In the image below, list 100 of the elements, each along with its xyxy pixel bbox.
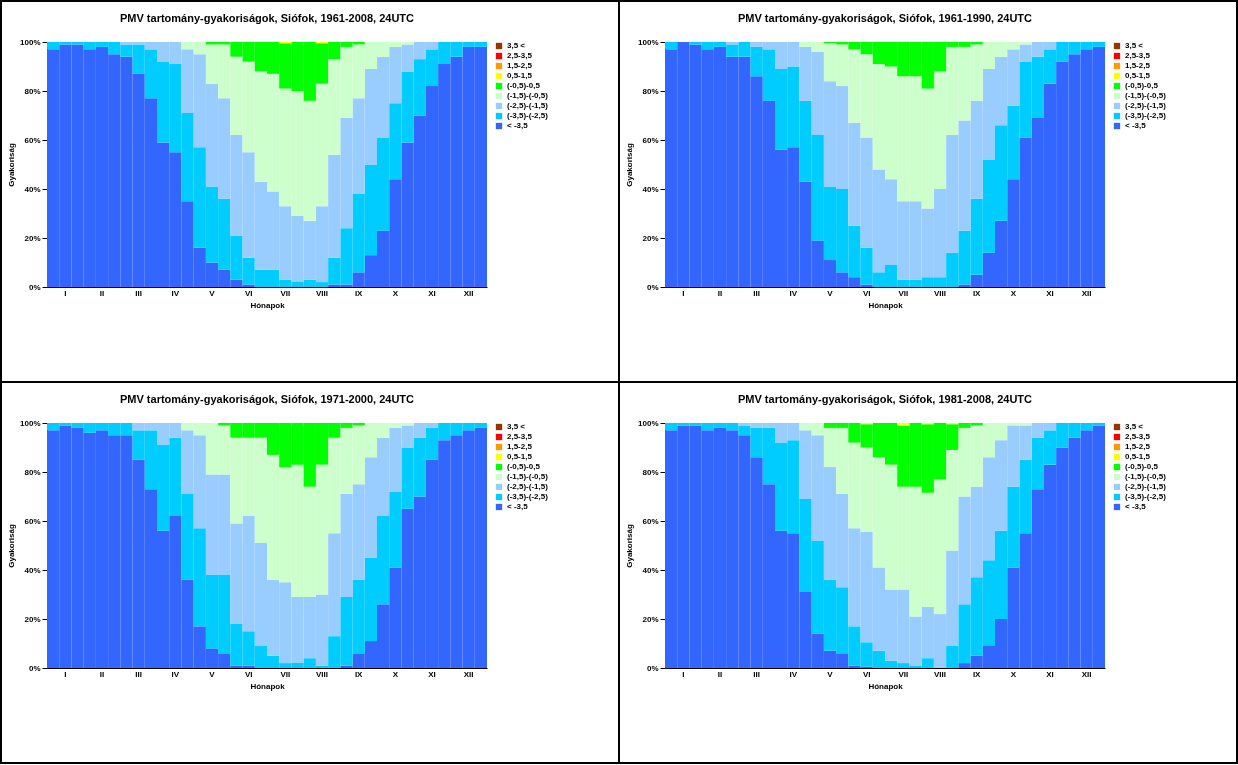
x-tick-label: X [392, 669, 399, 679]
legend-label: 3,5 < [507, 41, 526, 50]
y-tick-label: 0% [28, 663, 41, 673]
x-tick-label: VIII [315, 288, 329, 298]
y-axis-title: Gyakoriság [625, 143, 635, 187]
chart-title: PMV tartomány-gyakoriságok, Siófok, 1981-2008, 24UTC [737, 393, 1033, 405]
x-tick-label: V [209, 288, 216, 298]
x-tick-label: XI [428, 288, 436, 298]
legend-label: 2,5-3,5 [507, 432, 533, 441]
y-tick-label: 0% [646, 663, 659, 673]
x-tick-label: IV [171, 669, 180, 679]
legend-label: 1,5-2,5 [1125, 442, 1151, 451]
x-axis-title: Hónapok [250, 300, 286, 310]
legend-label: (-2,5)-(-1,5) [507, 482, 549, 491]
x-tick-label: V [827, 288, 834, 298]
y-tick-label: 40% [24, 565, 41, 575]
y-axis-title: Gyakoriság [7, 524, 17, 568]
legend-label: 1,5-2,5 [507, 61, 533, 70]
y-axis-title: Gyakoriság [625, 524, 635, 568]
x-tick-label: XII [463, 669, 474, 679]
y-tick-label: 20% [642, 233, 659, 243]
x-tick-label: VIII [933, 669, 947, 679]
legend-label: 3,5 < [1125, 422, 1144, 431]
y-tick-label: 60% [24, 135, 41, 145]
x-tick-label: IX [972, 669, 982, 679]
legend-label: 1,5-2,5 [1125, 61, 1151, 70]
y-tick-label: 80% [24, 86, 41, 96]
x-tick-label: V [209, 669, 216, 679]
x-tick-label: XII [1081, 669, 1092, 679]
legend-label: < -3,5 [1125, 502, 1147, 511]
legend-label: (-0,5)-0,5 [1125, 462, 1159, 471]
legend-label: 0,5-1,5 [1125, 452, 1151, 461]
legend-label: (-0,5)-0,5 [1125, 81, 1159, 90]
x-tick-label: II [717, 669, 723, 679]
y-tick-label: 40% [24, 184, 41, 194]
x-tick-label: I [682, 288, 685, 298]
x-tick-label: IX [972, 288, 982, 298]
legend-label: 2,5-3,5 [1125, 51, 1151, 60]
x-tick-label: III [753, 288, 760, 298]
x-tick-label: I [64, 669, 67, 679]
legend-label: 0,5-1,5 [1125, 71, 1151, 80]
legend-label: < -3,5 [507, 121, 529, 130]
legend-label: (-1,5)-(-0,5) [1125, 472, 1167, 481]
legend-label: (-0,5)-0,5 [507, 462, 541, 471]
legend-label: (-1,5)-(-0,5) [507, 91, 549, 100]
legend-label: (-2,5)-(-1,5) [1125, 482, 1167, 491]
x-tick-label: XI [1046, 288, 1054, 298]
x-tick-label: V [827, 669, 834, 679]
y-tick-label: 80% [642, 86, 659, 96]
legend-label: 3,5 < [1125, 41, 1144, 50]
x-tick-label: X [1010, 669, 1017, 679]
y-tick-label: 100% [20, 418, 41, 428]
y-tick-label: 60% [642, 135, 659, 145]
y-tick-label: 60% [24, 516, 41, 526]
legend-label: 0,5-1,5 [507, 71, 533, 80]
x-tick-label: VIII [315, 669, 329, 679]
y-tick-label: 100% [638, 418, 659, 428]
y-tick-label: 80% [24, 467, 41, 477]
x-tick-label: VI [244, 669, 253, 679]
x-tick-label: XII [1081, 288, 1092, 298]
legend-label: (-3,5)-(-2,5) [507, 492, 549, 501]
x-tick-label: VI [244, 288, 253, 298]
x-axis-title: Hónapok [868, 300, 904, 310]
legend-label: (-2,5)-(-1,5) [507, 101, 549, 110]
y-tick-label: 20% [24, 614, 41, 624]
x-tick-label: XI [1046, 669, 1054, 679]
x-tick-label: VII [280, 669, 291, 679]
x-tick-label: XI [428, 669, 436, 679]
y-tick-label: 100% [638, 37, 659, 47]
y-tick-label: 20% [24, 233, 41, 243]
x-axis-title: Hónapok [250, 681, 286, 691]
x-tick-label: X [392, 288, 399, 298]
x-tick-label: II [717, 288, 723, 298]
x-tick-label: I [64, 288, 67, 298]
legend-label: 3,5 < [507, 422, 526, 431]
y-tick-label: 0% [646, 282, 659, 292]
y-tick-label: 20% [642, 614, 659, 624]
legend-label: (-1,5)-(-0,5) [507, 472, 549, 481]
x-tick-label: IX [354, 288, 364, 298]
legend-label: (-0,5)-0,5 [507, 81, 541, 90]
chart-title: PMV tartomány-gyakoriságok, Siófok, 1971-2000, 24UTC [119, 393, 415, 405]
x-tick-label: III [135, 288, 142, 298]
x-tick-label: VII [280, 288, 291, 298]
legend-label: (-3,5)-(-2,5) [1125, 111, 1167, 120]
x-tick-label: II [99, 669, 105, 679]
x-tick-label: IX [354, 669, 364, 679]
x-tick-label: IV [171, 288, 180, 298]
x-tick-label: X [1010, 288, 1017, 298]
y-tick-label: 40% [642, 565, 659, 575]
x-tick-label: VIII [933, 288, 947, 298]
x-tick-label: VI [862, 669, 871, 679]
y-tick-label: 60% [642, 516, 659, 526]
legend-label: < -3,5 [507, 502, 529, 511]
legend-label: 1,5-2,5 [507, 442, 533, 451]
y-tick-label: 40% [642, 184, 659, 194]
chart-title: PMV tartomány-gyakoriságok, Siófok, 1961-2008, 24UTC [119, 12, 415, 24]
x-tick-label: I [682, 669, 685, 679]
x-tick-label: XII [463, 288, 474, 298]
legend-label: 2,5-3,5 [507, 51, 533, 60]
y-tick-label: 0% [28, 282, 41, 292]
